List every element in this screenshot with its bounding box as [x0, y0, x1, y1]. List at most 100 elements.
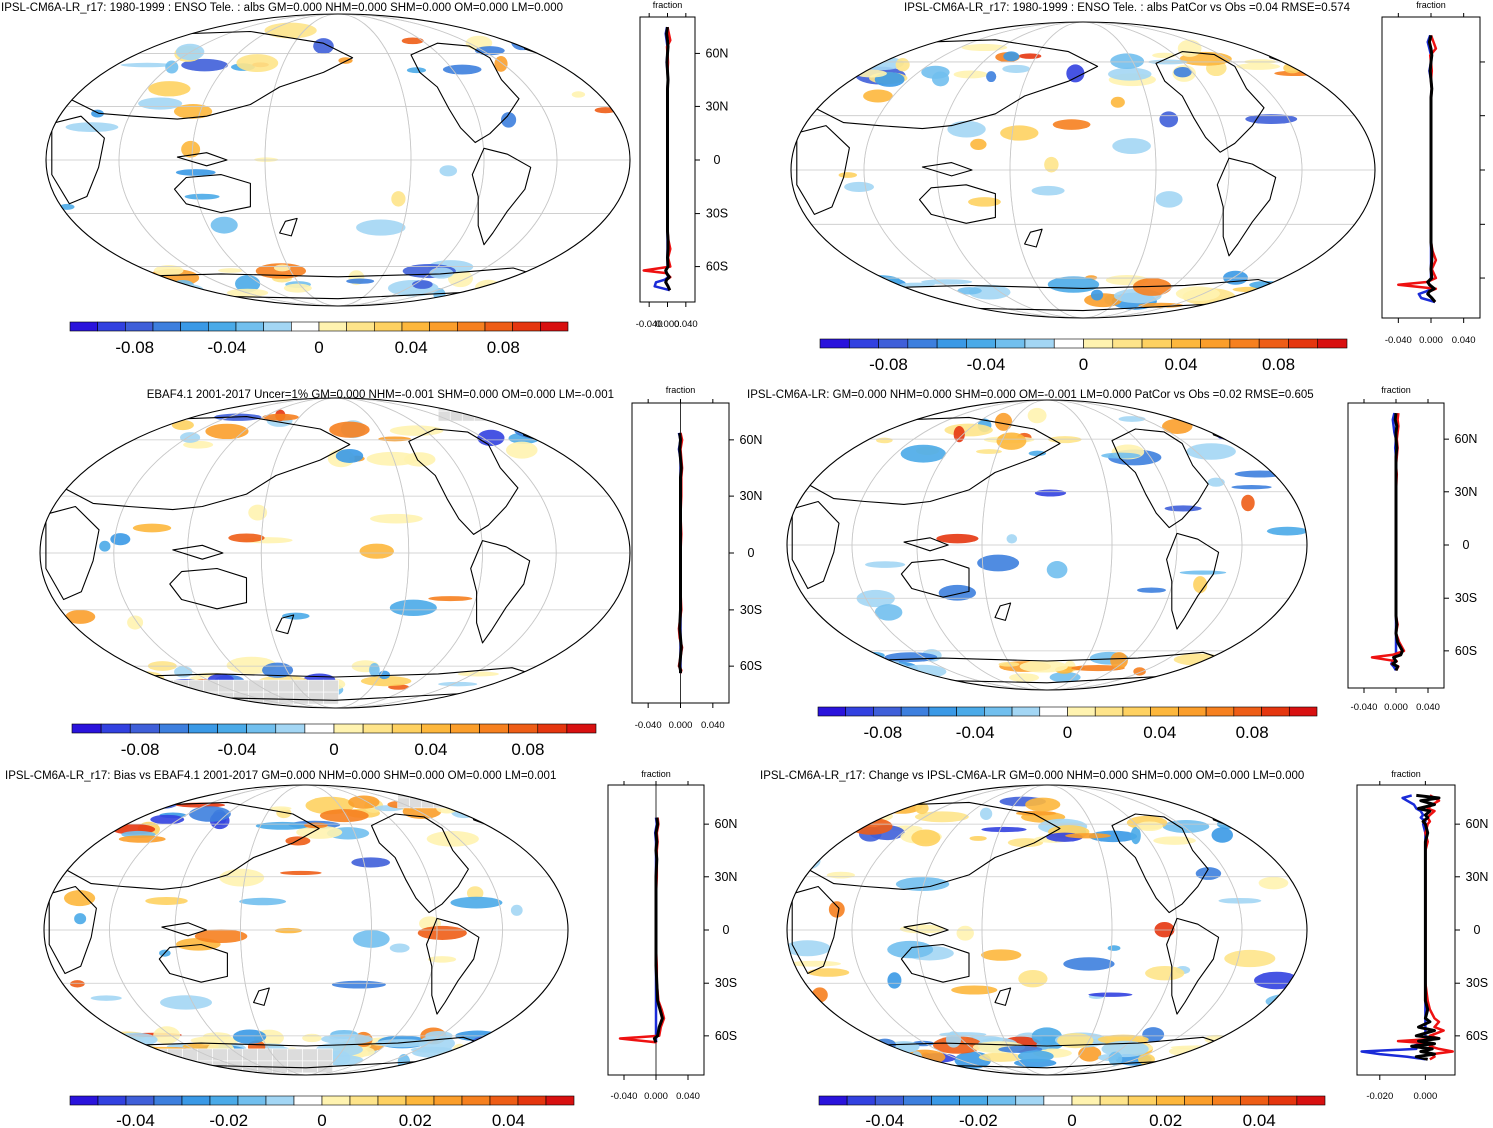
anomaly-patch	[474, 46, 505, 56]
anomaly-patch	[511, 34, 534, 51]
anomaly-patch	[805, 831, 822, 837]
anomaly-patch	[868, 1045, 894, 1063]
meridian-line	[936, 22, 1230, 318]
colorbar-swatch	[928, 706, 957, 717]
anomaly-patch	[1186, 443, 1236, 460]
anomaly-patch	[986, 71, 997, 83]
anomaly-patch	[1153, 836, 1196, 845]
anomaly-patch	[476, 799, 524, 818]
anomaly-patch	[887, 972, 902, 989]
anomaly-patch	[1164, 505, 1202, 512]
anomaly-patch	[510, 904, 523, 916]
anomaly-patch	[1266, 526, 1307, 536]
anomaly-patch	[858, 38, 887, 50]
anomaly-patch	[74, 913, 87, 925]
mask-cell	[197, 1048, 213, 1062]
meridian-line	[191, 14, 485, 306]
colorbar-swatch	[1288, 706, 1318, 717]
profile-series-all	[678, 432, 683, 674]
profile-xlabel: fraction	[666, 385, 696, 395]
coastline-north-america	[1111, 428, 1209, 529]
anomaly-patch	[1227, 1054, 1264, 1066]
graticule	[44, 785, 568, 1075]
colorbar-swatch	[349, 1095, 379, 1106]
anomaly-patch	[153, 265, 184, 276]
anomaly-patch	[59, 203, 75, 210]
zonal-profile: -0.040 0.000 0.040 60N 30N 0 30S 60S fraction	[607, 769, 737, 1102]
colorbar-swatch	[1261, 706, 1290, 717]
anomaly-patch	[594, 275, 630, 280]
map	[46, 14, 630, 306]
colorbar-label: 0	[329, 740, 338, 759]
coastline-australia	[900, 943, 970, 983]
colorbar-swatch	[291, 321, 320, 332]
anomaly-patch	[855, 69, 887, 78]
colorbar-swatch	[1141, 338, 1172, 349]
anomaly-patch	[442, 64, 482, 75]
anomaly-patch	[1211, 827, 1234, 843]
anomaly-patch	[828, 901, 845, 918]
anomaly-patch	[123, 685, 148, 693]
mask-cell	[242, 1048, 258, 1062]
anomaly-patch	[504, 826, 556, 838]
anomaly-patch	[1228, 1051, 1251, 1061]
anomaly-patch	[1268, 1057, 1303, 1064]
anomaly-patch	[102, 1056, 150, 1063]
coastline-south-america	[470, 540, 531, 644]
anomaly-patch	[980, 949, 1022, 961]
anomaly-patch	[968, 284, 1011, 300]
colorbar-swatch	[304, 723, 335, 734]
anomaly-patch	[807, 968, 850, 977]
colorbar-swatch	[208, 321, 237, 332]
profile-xtick-label: 0.000	[1419, 335, 1443, 346]
mask-cell	[143, 679, 159, 693]
anomaly-patch	[132, 523, 172, 533]
anomaly-patch	[915, 802, 929, 815]
colorbar-label: 0.04	[1143, 723, 1176, 742]
anomaly-patch	[184, 193, 220, 200]
anomaly-patch	[1219, 413, 1271, 431]
profile-xlabel: fraction	[653, 0, 683, 10]
coastline-maritime-continent	[172, 544, 224, 560]
coastline-australia	[900, 558, 970, 598]
anomaly-patch	[876, 437, 893, 444]
anomaly-patch	[76, 431, 114, 441]
anomaly-patch	[530, 1049, 544, 1058]
colorbar-swatch	[129, 723, 160, 734]
profile-ytick-label: 0	[1463, 538, 1470, 552]
anomaly-patch	[1003, 51, 1020, 62]
anomaly-patch	[1162, 418, 1193, 434]
anomaly-patch	[111, 1051, 132, 1060]
anomaly-patch	[520, 25, 545, 38]
profile-xtick-label: 0.040	[1452, 335, 1476, 346]
anomaly-patch	[1236, 1037, 1254, 1045]
anomaly-patch	[439, 165, 458, 177]
profile-xtick-label: 0.040	[1416, 702, 1440, 713]
anomaly-patch	[148, 81, 191, 97]
anomaly-patch	[931, 71, 950, 87]
colorbar-swatch	[1094, 706, 1124, 717]
profile-ytick-label: 60S	[706, 260, 728, 274]
anomaly-patch	[356, 219, 406, 236]
anomaly-patch	[1034, 489, 1067, 497]
anomaly-patch	[545, 411, 594, 425]
meridian-line	[916, 785, 1178, 1075]
colorbar: -0.08 -0.04 0 0.04 0.08	[69, 321, 569, 357]
anomaly-patch	[525, 276, 578, 289]
colorbar-swatch	[874, 1095, 904, 1106]
coastline-australia	[169, 567, 248, 610]
anomaly-patch	[1231, 485, 1272, 490]
colorbar-swatch	[545, 1095, 575, 1106]
anomaly-patch	[514, 421, 569, 440]
anomaly-patch	[1215, 423, 1234, 440]
colorbar-swatch	[1268, 1095, 1298, 1106]
colorbar: -0.08 -0.04 0 0.04 0.08	[71, 723, 597, 759]
anomaly-patch	[338, 57, 353, 64]
panel-title: IPSL-CM6A-LR_r17: 1980-1999 : ENSO Tele.…	[1, 2, 563, 14]
anomaly-patch	[1173, 67, 1192, 78]
anomaly-patch	[796, 1036, 851, 1048]
mask-cell	[188, 691, 204, 705]
profile-ytick-label: 0	[748, 546, 755, 560]
anomaly-patch	[60, 269, 100, 275]
profile-ytick-label: 60N	[1455, 432, 1478, 446]
